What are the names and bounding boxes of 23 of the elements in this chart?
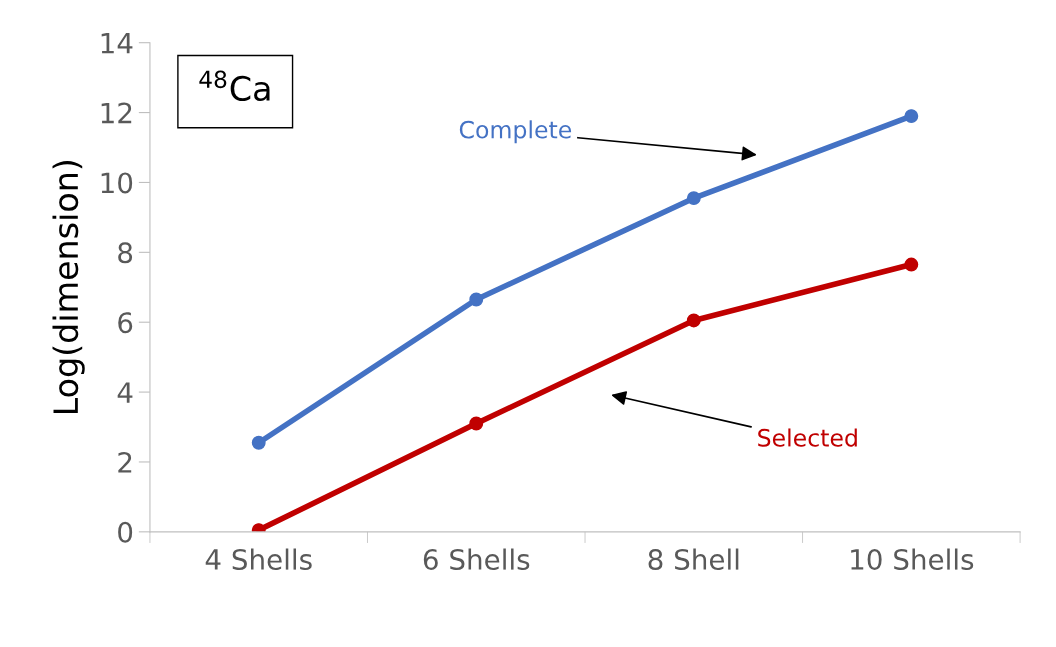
- y-tick-label: 2: [118, 451, 132, 473]
- y-tick-label: 12: [101, 102, 132, 124]
- y-tick-label: 6: [118, 312, 133, 334]
- x-tick-label: 4 Shells: [205, 548, 312, 570]
- y-tick-label: 14: [101, 33, 133, 54]
- point: [904, 109, 919, 124]
- x-tick-label: 8 Shell: [648, 548, 739, 570]
- y-tick-label: 0: [118, 521, 133, 543]
- y-tick-label: 8: [118, 242, 133, 264]
- annotation: $^{48}$Ca: [199, 70, 270, 102]
- point: [686, 191, 701, 206]
- point: [469, 292, 484, 307]
- x-tick-label: 6 Shells: [423, 548, 530, 570]
- point: [469, 416, 484, 431]
- y-tick-label: 10: [101, 172, 133, 194]
- text: Selected: [758, 428, 857, 447]
- x-tick-label: 10 Shells: [851, 548, 974, 570]
- y-tick-label: 4: [117, 382, 133, 403]
- y-axis-title: Log(dimension): [52, 161, 85, 414]
- point: [904, 257, 919, 272]
- point: [251, 435, 266, 450]
- point: [686, 313, 701, 328]
- text: Complete: [459, 120, 572, 144]
